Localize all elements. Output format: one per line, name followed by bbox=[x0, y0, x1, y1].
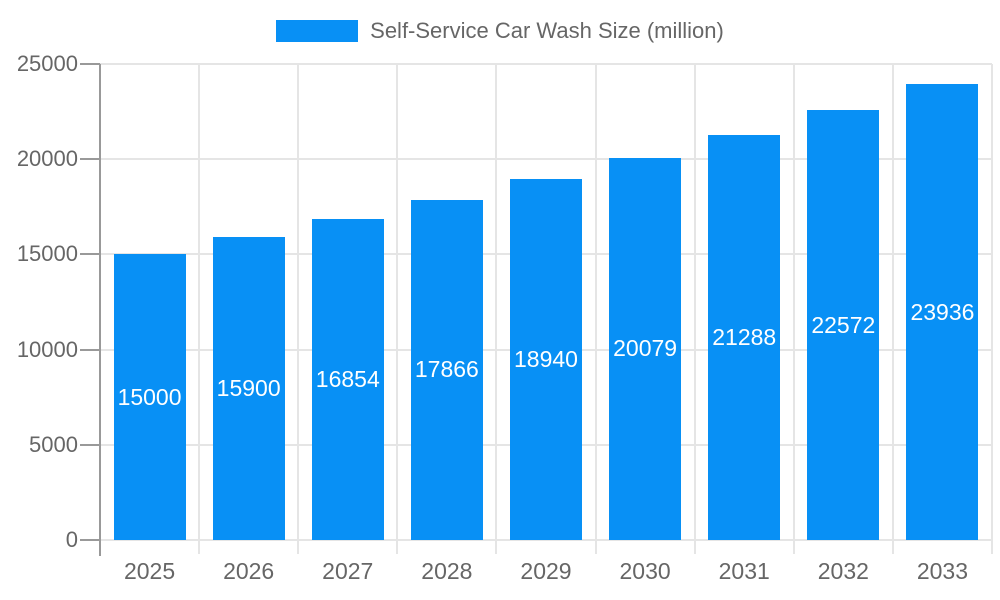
v-gridline bbox=[297, 64, 300, 554]
x-tick-label: 2031 bbox=[718, 558, 770, 584]
legend[interactable]: Self-Service Car Wash Size (million) bbox=[0, 14, 1000, 48]
bar-value-label: 23936 bbox=[910, 298, 975, 325]
x-tick-label: 2030 bbox=[619, 558, 671, 584]
x-tick-label: 2026 bbox=[223, 558, 275, 584]
bar: 15000 bbox=[113, 254, 186, 540]
v-gridline bbox=[891, 64, 894, 554]
x-tick-label: 2029 bbox=[520, 558, 572, 584]
legend-swatch bbox=[276, 20, 359, 42]
bar-value-label: 15000 bbox=[117, 383, 182, 410]
bar: 20079 bbox=[609, 157, 682, 540]
y-tick-label: 10000 bbox=[16, 336, 78, 362]
y-tick-label: 25000 bbox=[16, 51, 78, 76]
v-gridline bbox=[495, 64, 498, 554]
y-tick-mark bbox=[80, 348, 100, 351]
x-tick-label: 2028 bbox=[421, 558, 473, 584]
v-gridline bbox=[594, 64, 597, 554]
x-tick-label: 2027 bbox=[322, 558, 374, 584]
v-gridline bbox=[198, 64, 201, 554]
bar-value-label: 21288 bbox=[712, 323, 777, 350]
y-tick-label: 5000 bbox=[29, 431, 78, 457]
y-tick-label: 20000 bbox=[16, 146, 78, 172]
bar: 15900 bbox=[212, 237, 285, 540]
x-tick-label: 2032 bbox=[817, 558, 869, 584]
bar-value-label: 20079 bbox=[613, 335, 678, 362]
y-tick-mark bbox=[80, 158, 100, 161]
y-tick-mark bbox=[80, 63, 100, 65]
bar: 17866 bbox=[410, 199, 483, 540]
y-tick-mark bbox=[80, 443, 100, 446]
h-gridline bbox=[100, 539, 992, 541]
x-tick-label: 2033 bbox=[916, 558, 969, 584]
bar-value-label: 16854 bbox=[315, 366, 380, 393]
h-gridline bbox=[100, 158, 992, 161]
bar-value-label: 15900 bbox=[216, 375, 281, 402]
bar: 21288 bbox=[708, 134, 781, 540]
bar: 16854 bbox=[311, 219, 384, 540]
bar-value-label: 17866 bbox=[414, 356, 479, 383]
y-tick-label: 15000 bbox=[16, 241, 78, 267]
v-gridline bbox=[991, 64, 993, 554]
y-tick-label: 0 bbox=[65, 527, 78, 552]
y-tick-mark bbox=[80, 539, 100, 541]
bar-value-label: 22572 bbox=[811, 311, 876, 338]
v-gridline bbox=[396, 64, 399, 554]
legend-label: Self-Service Car Wash Size (million) bbox=[370, 18, 724, 43]
v-gridline bbox=[792, 64, 795, 554]
y-axis-line bbox=[99, 64, 101, 556]
bar: 22572 bbox=[807, 110, 880, 540]
v-gridline bbox=[693, 64, 696, 554]
y-tick-mark bbox=[80, 253, 100, 256]
bar: 18940 bbox=[510, 179, 582, 540]
plot-area: 15000 15900 16854 17866 18940 20079 21288 22572… bbox=[80, 63, 993, 556]
h-gridline bbox=[100, 63, 992, 65]
bar-value-label: 18940 bbox=[514, 346, 578, 373]
bar: 23936 bbox=[906, 84, 979, 540]
x-tick-label: 2025 bbox=[123, 558, 176, 584]
